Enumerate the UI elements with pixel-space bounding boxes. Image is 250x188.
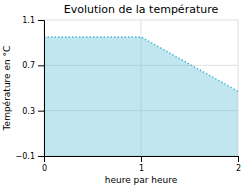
x-axis: 0 1 2 bbox=[42, 156, 241, 173]
tick-label: 0.3 bbox=[22, 107, 35, 116]
y-axis-title: Température en °C bbox=[2, 46, 12, 132]
tick-mark bbox=[38, 20, 44, 21]
tick-mark bbox=[38, 65, 44, 66]
grid-line bbox=[44, 20, 238, 21]
tick-mark bbox=[141, 156, 142, 162]
tick-label: −0.1 bbox=[16, 152, 35, 161]
grid bbox=[44, 20, 238, 156]
tick: 0.7 bbox=[22, 61, 44, 70]
tick: 1.1 bbox=[22, 16, 44, 25]
tick-mark bbox=[38, 156, 44, 157]
chart: 0 1 2 −0.1 0.3 0.7 1.1 Evolution de la températ… bbox=[0, 0, 250, 188]
area bbox=[44, 37, 238, 156]
tick-mark bbox=[238, 156, 239, 162]
axis-line bbox=[38, 21, 45, 157]
tick-label: 1.1 bbox=[22, 16, 35, 25]
tick-label: 0 bbox=[42, 164, 47, 173]
tick: 0.3 bbox=[22, 107, 44, 116]
marks bbox=[44, 37, 238, 156]
line bbox=[44, 37, 238, 91]
plot: 0 1 2 −0.1 0.3 0.7 1.1 bbox=[16, 16, 241, 173]
axis-line bbox=[45, 157, 239, 163]
tick: −0.1 bbox=[16, 152, 44, 161]
tick: 0 bbox=[42, 156, 47, 173]
tick: 1 bbox=[139, 156, 144, 173]
tick-label: 1 bbox=[139, 164, 144, 173]
y-axis: −0.1 0.3 0.7 1.1 bbox=[16, 16, 45, 161]
tick-label: 2 bbox=[236, 164, 241, 173]
tick-label: 0.7 bbox=[22, 61, 35, 70]
x-axis-title: heure par heure bbox=[105, 175, 178, 185]
tick: 2 bbox=[236, 156, 241, 173]
title: Evolution de la température bbox=[64, 3, 219, 16]
tick-mark bbox=[38, 111, 44, 112]
